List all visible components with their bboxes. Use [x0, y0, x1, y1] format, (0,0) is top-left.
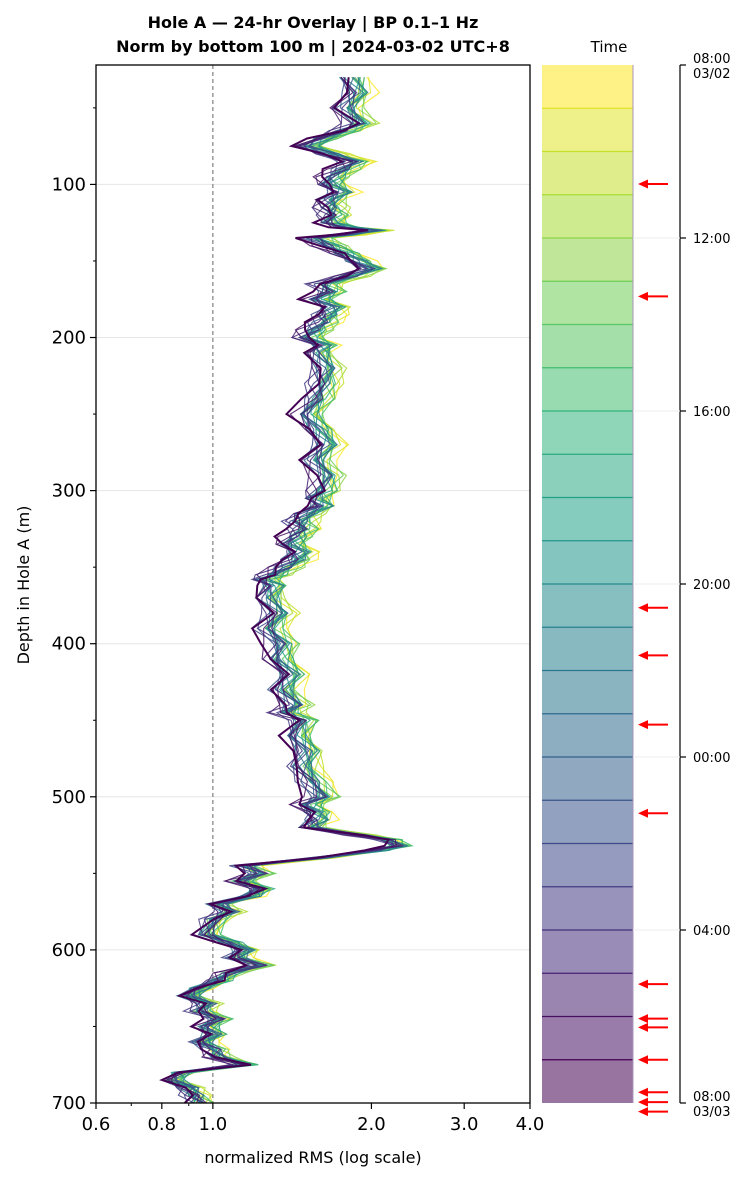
time-tick-label: 04:00 [693, 924, 730, 939]
event-arrow [638, 1014, 668, 1024]
time-panel: Time 08:0003/0212:0016:0020:0000:0004:00… [542, 38, 730, 1120]
time-band [542, 886, 633, 930]
time-band [542, 627, 633, 671]
chart-title-line1: Hole A — 24-hr Overlay | BP 0.1–1 Hz [148, 13, 479, 33]
time-band [542, 367, 633, 411]
time-band [542, 1059, 633, 1103]
time-panel-title: Time [590, 38, 628, 56]
time-band [542, 713, 633, 757]
time-band [542, 670, 633, 714]
event-arrow [638, 1022, 668, 1032]
time-band [542, 843, 633, 887]
time-tick-label: 08:00 [693, 52, 730, 67]
event-arrow [638, 720, 668, 730]
series-group [159, 76, 414, 1104]
y-tick-label: 400 [52, 634, 86, 655]
time-tick-label: 08:00 [693, 1090, 730, 1105]
time-bands [542, 65, 634, 1103]
event-arrow [638, 1087, 668, 1097]
x-tick-label: 3.0 [450, 1114, 479, 1135]
time-tick-label: 16:00 [693, 405, 730, 420]
event-arrow [638, 603, 668, 613]
chart-title-line2: Norm by bottom 100 m | 2024-03-02 UTC+8 [116, 37, 510, 57]
time-tick-label: 12:00 [693, 232, 730, 247]
event-arrow [638, 291, 668, 301]
time-tick-label: 20:00 [693, 578, 730, 593]
event-arrow [638, 808, 668, 818]
time-band [542, 281, 633, 325]
x-tick-label: 4.0 [516, 1114, 545, 1135]
plot-frame [95, 64, 531, 1104]
time-tick-label: 00:00 [693, 751, 730, 766]
time-band [542, 151, 633, 195]
event-arrow [638, 1107, 668, 1117]
time-band [542, 973, 633, 1017]
event-arrow [638, 979, 668, 989]
x-tick-label: 0.8 [147, 1114, 176, 1135]
event-arrow [638, 1055, 668, 1065]
event-arrow [638, 179, 668, 189]
time-band [542, 930, 633, 974]
time-band [542, 584, 633, 628]
time-band [542, 108, 633, 152]
time-band [542, 411, 633, 455]
x-tick-label: 0.6 [82, 1114, 111, 1135]
event-arrow [638, 650, 668, 660]
y-tick-label: 300 [52, 481, 86, 502]
time-tick-date: 03/03 [693, 1105, 730, 1120]
series-line [159, 77, 391, 1104]
time-band [542, 540, 633, 584]
time-band [542, 65, 633, 109]
time-band [542, 800, 633, 844]
time-ticks: 08:0003/0212:0016:0020:0000:0004:0008:00… [633, 52, 730, 1120]
x-axis-label: normalized RMS (log scale) [204, 1148, 421, 1167]
time-band [542, 757, 633, 801]
time-band [542, 454, 633, 498]
x-tick-label: 2.0 [357, 1114, 386, 1135]
y-tick-label: 600 [52, 940, 86, 961]
y-ticks: 100 200 300 400 500 600 700 [52, 107, 96, 1114]
time-arrows [638, 179, 668, 1117]
time-band [542, 238, 633, 282]
event-arrow [638, 1097, 668, 1107]
time-band [542, 324, 633, 368]
time-band [542, 1016, 633, 1060]
y-tick-label: 500 [52, 787, 86, 808]
y-tick-label: 700 [52, 1093, 86, 1114]
y-tick-label: 200 [52, 328, 86, 349]
time-band [542, 194, 633, 238]
x-tick-label: 1.0 [199, 1114, 228, 1135]
y-axis-label: Depth in Hole A (m) [14, 506, 33, 665]
x-ticks: 0.6 0.8 1.0 2.0 3.0 4.0 [82, 1103, 545, 1135]
plot-area: 0.6 0.8 1.0 2.0 3.0 4.0 100 200 300 400 500 600 700 [52, 64, 545, 1135]
time-tick-date: 03/02 [693, 67, 730, 82]
time-band [542, 497, 633, 541]
y-tick-label: 100 [52, 174, 86, 195]
